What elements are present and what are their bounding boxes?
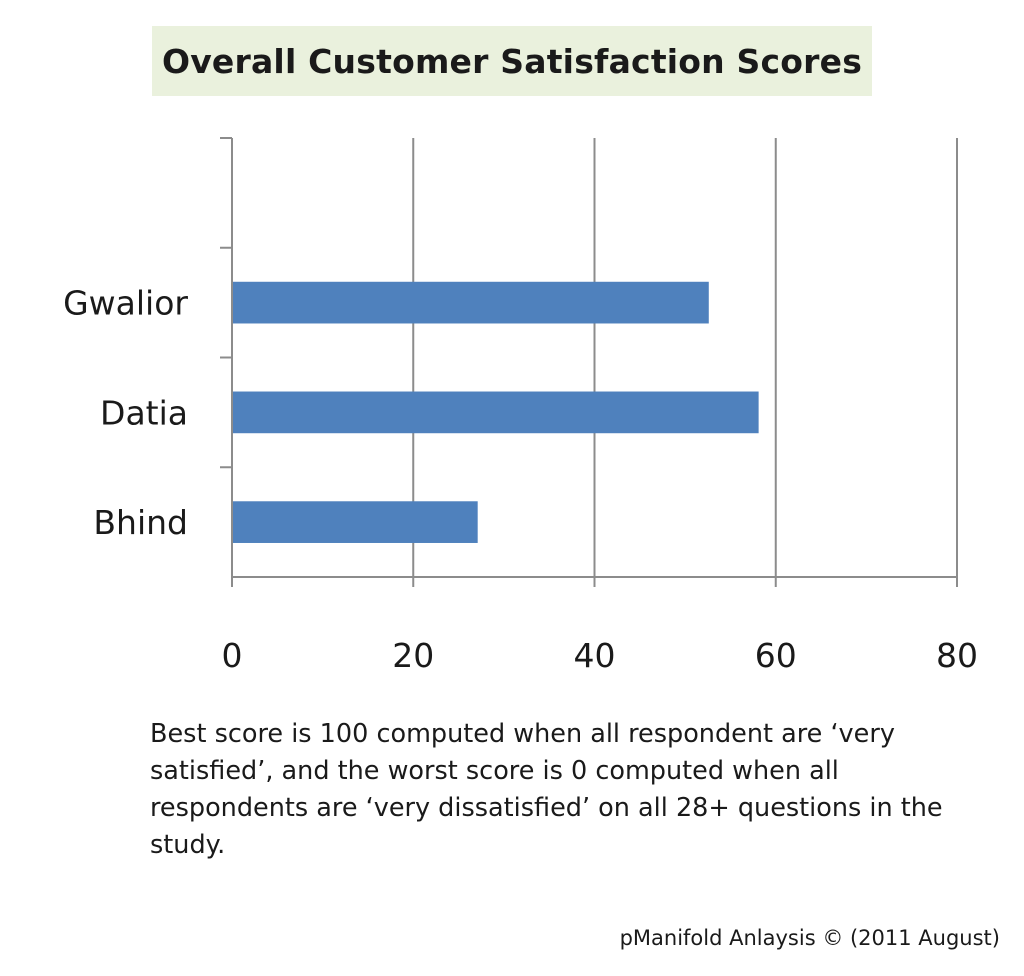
bar-chart: 0 20 40 60 80 Gwalior Datia Bhind [63,137,978,675]
chart-note: Best score is 100 computed when all resp… [150,719,943,860]
bar-datia [233,391,759,434]
chart-title: Overall Customer Satisfaction Scores [161,41,863,81]
x-tick-label: 60 [755,636,797,675]
bar-bhind [233,501,478,543]
category-label: Bhind [93,503,188,542]
category-label: Gwalior [63,284,188,323]
chart-credit: pManifold Anlaysis © (2011 August) [619,926,1000,950]
category-label: Datia [100,393,188,432]
x-tick-label: 40 [574,636,616,675]
x-tick-label: 80 [936,636,978,675]
bar-gwalior [233,281,709,324]
chart-title-box: Overall Customer Satisfaction Scores [152,26,872,96]
x-tick-label: 0 [222,636,243,675]
x-tick-label: 20 [392,636,434,675]
